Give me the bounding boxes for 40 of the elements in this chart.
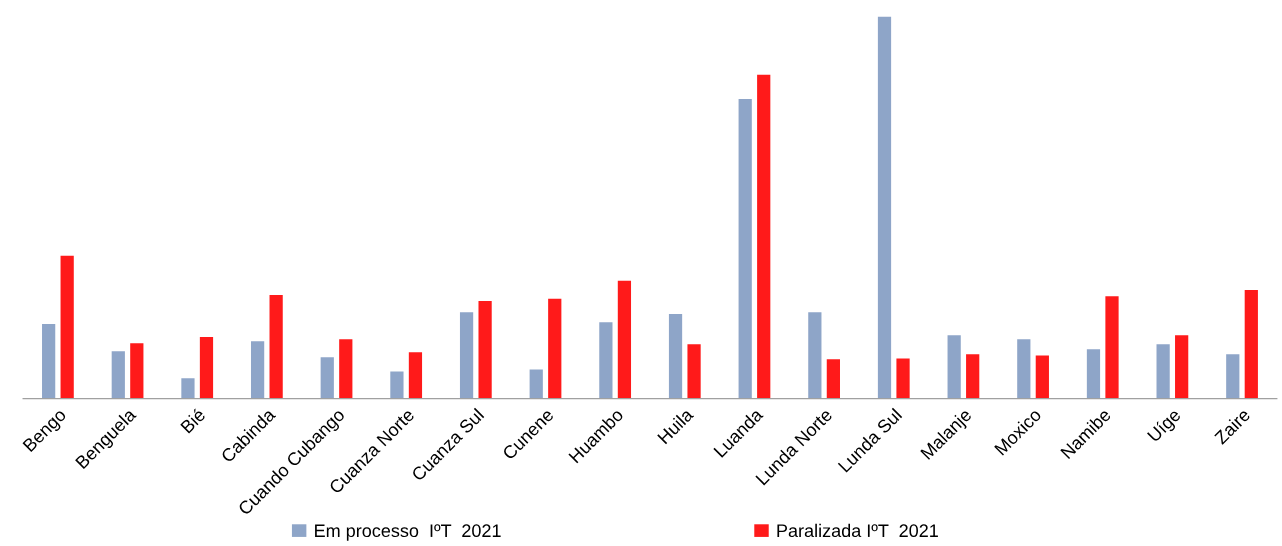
bar	[896, 358, 910, 399]
bar	[1017, 339, 1031, 399]
legend-label: Em processo IºT 2021	[315, 524, 501, 541]
bar	[548, 298, 562, 399]
bar	[529, 369, 543, 399]
bar	[459, 312, 474, 399]
bar	[60, 255, 74, 399]
bar	[668, 314, 683, 399]
bar	[687, 344, 701, 399]
bar	[269, 295, 283, 399]
bar	[250, 341, 265, 399]
bar	[42, 324, 56, 399]
bar	[1226, 354, 1240, 399]
bar	[1175, 335, 1189, 399]
bar	[1086, 349, 1101, 399]
bar	[390, 371, 404, 399]
bar	[738, 98, 752, 399]
bar	[320, 357, 334, 399]
bar	[478, 301, 492, 399]
bar	[130, 343, 144, 399]
bar	[408, 352, 423, 399]
bar	[877, 16, 892, 399]
bar	[599, 322, 613, 399]
bar	[199, 337, 214, 399]
bar	[617, 280, 632, 399]
bar	[947, 335, 961, 399]
bar	[1156, 344, 1170, 399]
x-tick-label: Uíge	[1146, 407, 1184, 445]
bar	[1105, 296, 1119, 399]
bar	[339, 339, 353, 399]
bar	[111, 351, 125, 399]
bar	[1244, 290, 1258, 399]
bar	[181, 378, 195, 399]
bar	[1035, 355, 1049, 399]
bar	[826, 359, 840, 399]
bar	[966, 354, 980, 399]
legend-label: Paralizada IºT 2021	[777, 523, 938, 538]
x-tick-label: Bié	[179, 407, 207, 434]
bar	[757, 74, 771, 399]
bar	[808, 312, 822, 399]
